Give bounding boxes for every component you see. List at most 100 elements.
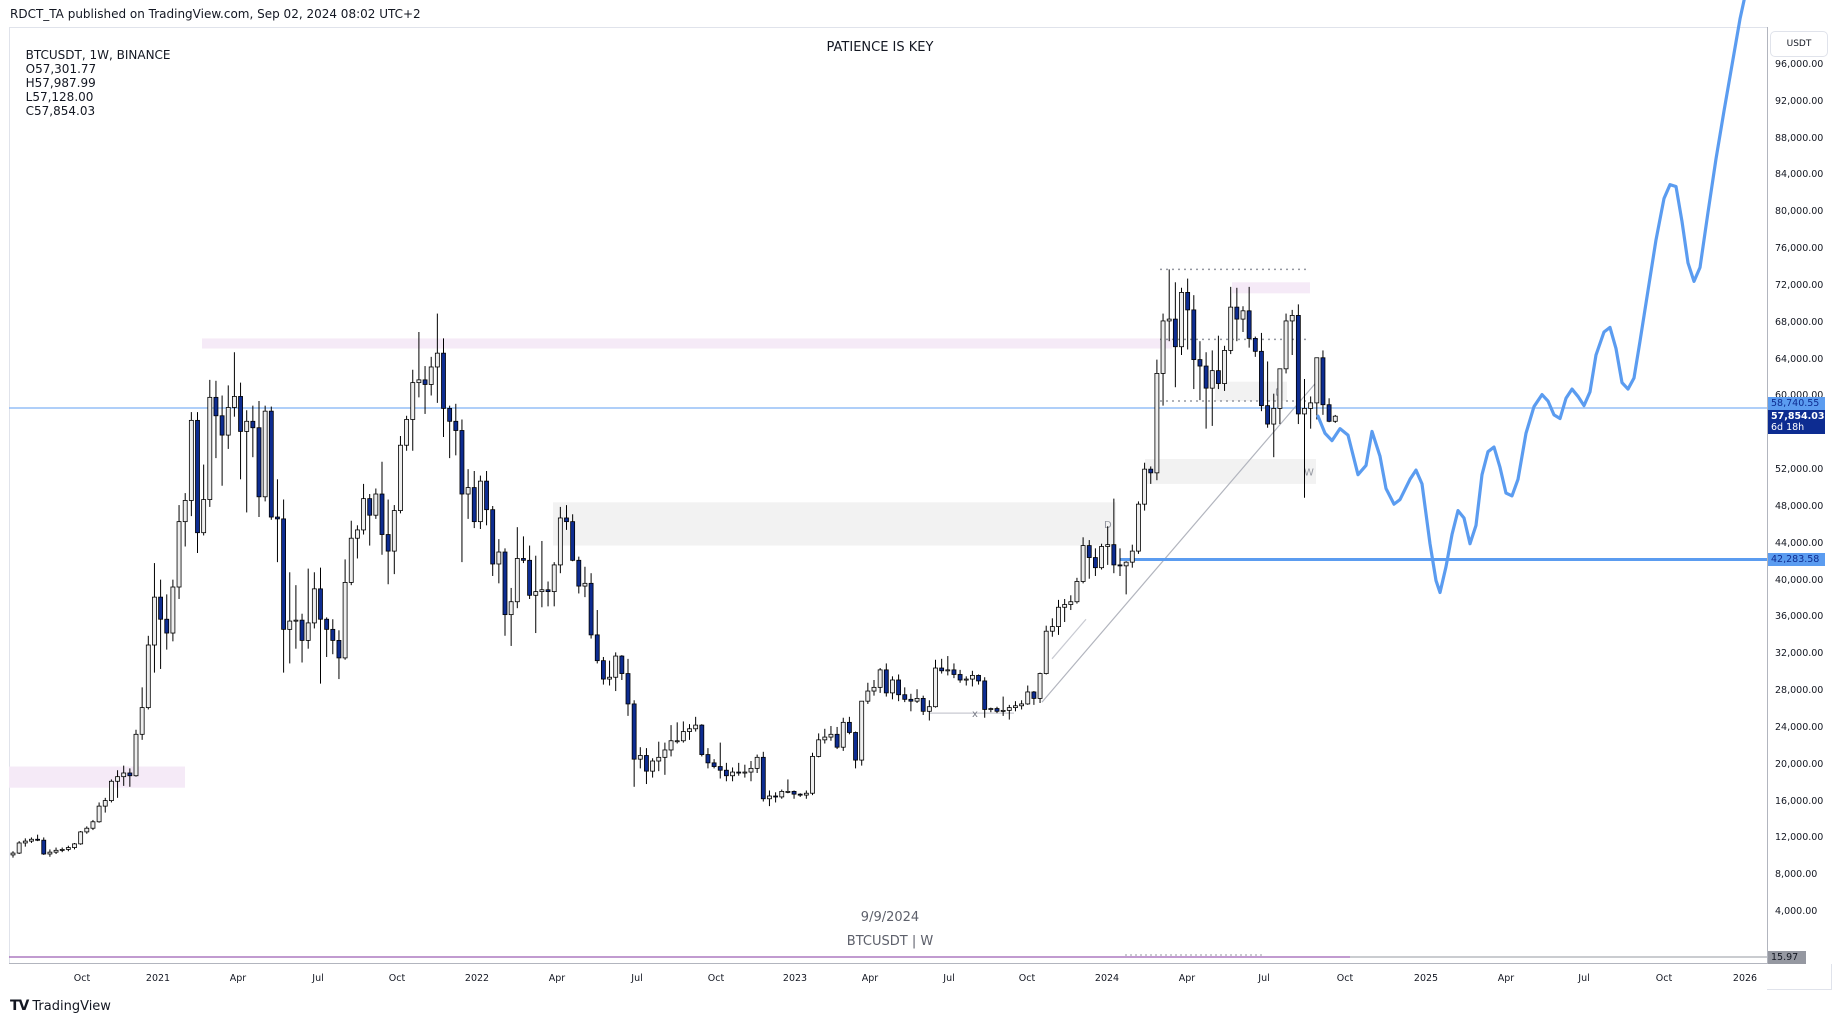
price-tick-label: 16,000.00 (1775, 795, 1824, 807)
candle-up (687, 728, 692, 732)
candle-up (1123, 561, 1129, 567)
candle-down (41, 839, 47, 855)
tradingview-brand: TradingView (32, 998, 111, 1014)
candle-up (1006, 707, 1012, 711)
candle-up (963, 678, 969, 681)
candle-up (1129, 550, 1135, 563)
time-tick-label: 2024 (1094, 973, 1120, 984)
candle-up (926, 706, 932, 712)
candle-down (920, 698, 926, 712)
candle-up (662, 749, 668, 758)
candle-down (1265, 405, 1270, 425)
candle-up (305, 622, 311, 641)
price-tick-label: 20,000.00 (1775, 758, 1824, 770)
candle-up (1049, 626, 1055, 632)
time-tick-label: Jul (943, 973, 955, 984)
candle-down (601, 660, 606, 680)
symbol-info[interactable]: BTCUSDT, 1W, BINANCE (25, 48, 171, 62)
trendline-label: x (972, 709, 978, 720)
candle-up (152, 596, 157, 646)
time-tick-label: 2026 (1732, 973, 1758, 984)
candle-down (1216, 370, 1221, 384)
candle-down (736, 771, 742, 774)
candle-up (1283, 320, 1289, 370)
candle-up (244, 420, 250, 432)
time-tick-label: Jul (312, 973, 324, 984)
watermark-date: 9/9/2024 (860, 910, 920, 925)
candle-up (182, 500, 188, 523)
candle-up (115, 776, 120, 782)
candle-up (816, 739, 822, 757)
candle-up (582, 582, 588, 587)
candle-up (311, 588, 317, 624)
supply-zone (9, 766, 185, 788)
candle-down (1252, 338, 1258, 352)
candle-up (410, 382, 416, 420)
candle-down (441, 352, 446, 409)
price-tick-label: 68,000.00 (1775, 316, 1824, 328)
candle-up (1062, 604, 1068, 608)
trendline (1051, 618, 1087, 660)
time-axis[interactable] (9, 963, 1767, 991)
candle-down (908, 698, 914, 702)
candle-down (1031, 691, 1037, 699)
candle-down (281, 518, 287, 630)
candle-down (238, 396, 243, 432)
time-tick-label: Apr (229, 973, 247, 984)
demand-zone (1215, 381, 1287, 402)
candle-down (760, 756, 766, 800)
candle-down (644, 755, 649, 772)
candle-down (1295, 315, 1301, 415)
time-tick-label: Jul (1258, 973, 1270, 984)
candle-down (847, 721, 852, 733)
candle-up (1142, 468, 1147, 505)
publish-info: RDCT_TA published on TradingView.com, Se… (10, 7, 421, 21)
candle-down (951, 669, 957, 675)
candle-up (53, 849, 59, 853)
candle-down (502, 551, 508, 616)
candle-up (607, 676, 612, 680)
price-axis[interactable] (1767, 27, 1833, 964)
price-tick-label: 32,000.00 (1775, 648, 1824, 660)
candle-up (477, 480, 483, 523)
candle-up (373, 493, 379, 516)
candle-down (705, 754, 711, 764)
candle-down (1234, 306, 1240, 320)
candle-down (717, 766, 723, 771)
candle-up (637, 755, 643, 760)
candle-up (1240, 310, 1246, 320)
candle-up (84, 827, 90, 833)
candle-up (354, 529, 360, 539)
candle-up (96, 805, 102, 823)
price-tick-label: 44,000.00 (1775, 537, 1824, 549)
price-tick-label: 60,000.00 (1775, 390, 1823, 401)
bar-countdown: 6d 18h (1771, 422, 1805, 434)
candle-up (1302, 408, 1307, 415)
symbol-legend: BTCUSDT, 1W, BINANCE O57,301.77 H57,987.… (18, 34, 179, 118)
time-tick-label: Oct (73, 973, 91, 984)
candle-down (213, 396, 219, 417)
candle-down (1197, 359, 1203, 367)
candle-down (883, 669, 889, 694)
indicator-value-tag: 15.97 (1768, 951, 1806, 964)
candle-up (822, 736, 828, 741)
candle-up (656, 756, 662, 762)
candle-up (428, 366, 434, 385)
tradingview-logo[interactable]: TV TradingView (10, 998, 111, 1014)
price-tick-label: 48,000.00 (1775, 500, 1824, 512)
candle-up (613, 655, 619, 678)
currency-unit-button[interactable]: USDT (1770, 31, 1828, 57)
candle-up (133, 733, 139, 777)
candle-up (785, 790, 791, 793)
supply-zone (1232, 282, 1310, 294)
tradingview-logo-icon: TV (10, 998, 29, 1014)
candle-up (539, 589, 545, 593)
candle-down (484, 480, 489, 511)
zone-label: D (1104, 520, 1112, 531)
candle-down (490, 509, 496, 565)
candle-up (1025, 691, 1031, 705)
candle-down (219, 415, 225, 436)
candle-down (1320, 357, 1326, 406)
candle-up (287, 620, 293, 630)
